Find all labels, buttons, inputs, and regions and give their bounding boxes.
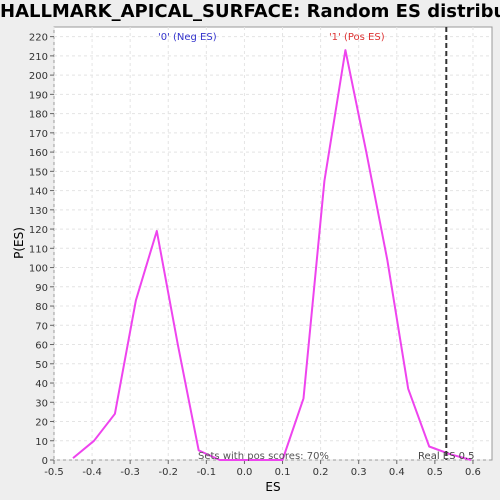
y-tick-label: 90 [35,283,48,294]
x-tick-label: -0.1 [197,467,217,478]
y-tick-label: 70 [35,321,48,332]
y-tick-label: 40 [35,379,48,390]
y-tick-label: 200 [29,71,48,82]
x-tick-label: -0.5 [44,467,64,478]
x-tick-label: -0.2 [159,467,179,478]
neg-es-label: '0' (Neg ES) [158,32,217,43]
y-tick-label: 120 [29,225,48,236]
y-tick-label: 170 [29,129,48,140]
sets-pos-scores-label: Sets with pos scores: 70% [198,451,329,462]
y-tick-label: 100 [29,264,48,275]
y-axis-label: P(ES) [12,227,26,259]
x-tick-label: 0.1 [275,467,291,478]
y-tick-label: 10 [35,437,48,448]
y-tick-label: 110 [29,244,48,255]
x-tick-label: 0.0 [236,467,252,478]
es-distribution-line [72,49,472,461]
x-tick-label: -0.4 [82,467,102,478]
y-tick-label: 80 [35,302,48,313]
y-tick-label: 180 [29,110,48,121]
y-tick-label: 60 [35,341,48,352]
y-tick-label: 210 [29,52,48,63]
y-tick-label: 20 [35,418,48,429]
y-tick-label: 0 [42,456,48,467]
y-tick-label: 150 [29,167,48,178]
x-tick-label: 0.4 [389,467,405,478]
x-tick-label: -0.3 [120,467,140,478]
x-axis-label: ES [265,480,280,494]
series-layer [72,49,472,461]
grid-lines [53,27,492,461]
y-tick-label: 50 [35,360,48,371]
x-tick-label: 0.5 [427,467,443,478]
plot-area [53,26,493,461]
x-tick-label: 0.3 [351,467,367,478]
y-tick-label: 140 [29,187,48,198]
y-tick-label: 190 [29,90,48,101]
y-tick-label: 30 [35,398,48,409]
y-tick-label: 130 [29,206,48,217]
y-tick-label: 220 [29,33,48,44]
real-es-label: Real ES 0.5 [418,451,474,462]
axes: 0 10 20 30 40 50 60 70 80 90 100 110 120 130 140 150 160… [29,33,481,478]
annotations: Real ES 0.5 '0' (Neg ES) '1' (Pos ES) Sets … [158,27,475,462]
x-tick-label: 0.2 [313,467,329,478]
chart-title: HALLMARK_APICAL_SURFACE: Random ES distr… [0,1,500,22]
pos-es-label: '1' (Pos ES) [329,32,385,43]
x-tick-label: 0.6 [465,467,481,478]
y-tick-label: 160 [29,148,48,159]
